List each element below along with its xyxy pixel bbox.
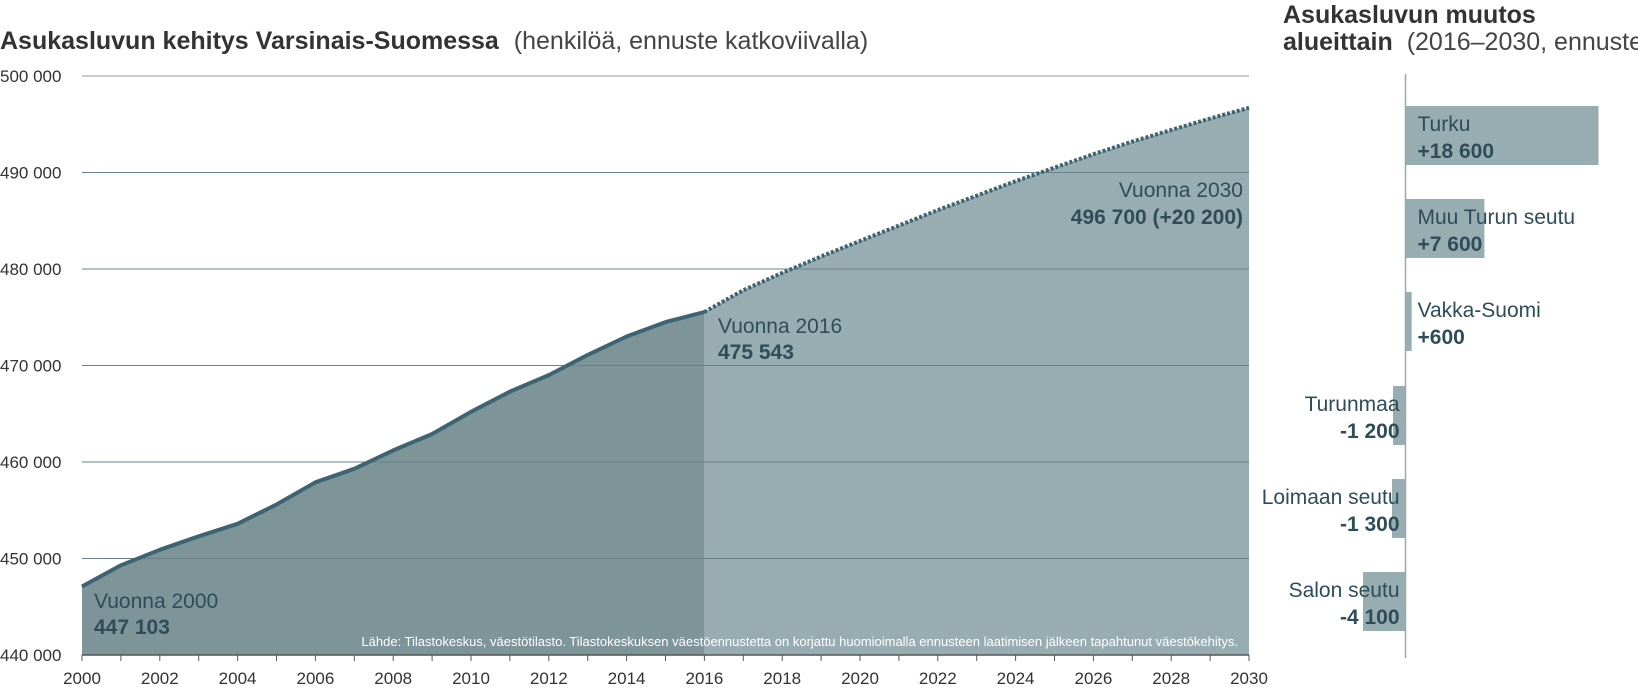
bar-value-label: +600 bbox=[1418, 326, 1465, 349]
series-lines bbox=[81, 105, 1250, 589]
x-tick-label: 2022 bbox=[919, 669, 957, 688]
y-tick-label: 450 000 bbox=[0, 550, 61, 569]
bar-category-label: Salon seutu bbox=[1289, 579, 1400, 602]
x-tick-label: 2012 bbox=[530, 669, 568, 688]
x-tick-label: 2010 bbox=[452, 669, 490, 688]
x-tick-label: 2016 bbox=[685, 669, 723, 688]
bar-title-line1: Asukasluvun muutos bbox=[1283, 1, 1536, 29]
bar-value-label: +18 600 bbox=[1418, 140, 1495, 163]
x-axis-ticks: 2000 2002 2004 2006 2008 2010 2012 2014 2016 2018… bbox=[63, 655, 1268, 688]
main-subtitle: (henkilöä, ennuste katkoviivalla) bbox=[514, 27, 868, 55]
x-tick-label: 2030 bbox=[1230, 669, 1268, 688]
y-tick-label: 500 000 bbox=[0, 67, 61, 86]
x-tick-label: 2026 bbox=[1074, 669, 1112, 688]
bar-value-label: -4 100 bbox=[1340, 606, 1400, 629]
bar-title-line2: alueittain bbox=[1283, 28, 1393, 56]
x-tick-label: 2000 bbox=[63, 669, 101, 688]
bar-category-label: Vakka-Suomi bbox=[1418, 299, 1541, 322]
x-tick-label: 2006 bbox=[296, 669, 334, 688]
line-series-dashed bbox=[703, 105, 1250, 314]
y-tick-label: 480 000 bbox=[0, 260, 61, 279]
y-tick-label: 440 000 bbox=[0, 646, 61, 665]
annotation-2000-value: 447 103 bbox=[94, 616, 170, 639]
bar-category-label: Turku bbox=[1418, 113, 1471, 136]
x-tick-label: 2008 bbox=[374, 669, 412, 688]
bar-chart: Turku +18 600 Muu Turun seutu +7 600 Vakka-S… bbox=[1262, 106, 1599, 631]
bar-salon-seutu bbox=[1363, 572, 1406, 631]
y-axis-ticks: 440 000 450 000 460 000 470 000 480 000 490 0… bbox=[0, 67, 61, 665]
bar-turunmaa bbox=[1393, 386, 1406, 445]
bar-value-label: -1 200 bbox=[1340, 420, 1400, 443]
y-tick-label: 490 000 bbox=[0, 164, 61, 183]
y-tick-label: 470 000 bbox=[0, 357, 61, 376]
annotation-2030-label: Vuonna 2030 bbox=[1119, 179, 1243, 202]
bar-subtitle: (2016–2030, ennuste) bbox=[1407, 28, 1638, 56]
bar-loimaan-seutu bbox=[1392, 479, 1406, 538]
bar-muu-turun-seutu bbox=[1405, 199, 1485, 258]
line-series-solid bbox=[81, 310, 705, 589]
x-tick-label: 2024 bbox=[997, 669, 1035, 688]
main-chart-title: Asukasluvun kehitys Varsinais-Suomessa (… bbox=[0, 27, 868, 55]
annotation-2016-label: Vuonna 2016 bbox=[718, 315, 842, 338]
y-tick-label: 460 000 bbox=[0, 453, 61, 472]
area-series-dashed bbox=[704, 107, 1249, 656]
bar-category-label: Muu Turun seutu bbox=[1418, 206, 1576, 229]
x-tick-label: 2028 bbox=[1152, 669, 1190, 688]
bar-category-label: Turunmaa bbox=[1305, 393, 1400, 416]
annotation-2016-value: 475 543 bbox=[718, 341, 794, 364]
annotation-2030-value: 496 700 (+20 200) bbox=[1071, 206, 1243, 229]
x-tick-label: 2014 bbox=[608, 669, 646, 688]
bar-value-label: +7 600 bbox=[1418, 233, 1483, 256]
x-tick-label: 2004 bbox=[219, 669, 257, 688]
bar-category-label: Loimaan seutu bbox=[1262, 486, 1400, 509]
area-series-solid bbox=[82, 312, 705, 655]
annotation-2000-label: Vuonna 2000 bbox=[94, 590, 218, 613]
source-note: Lähde: Tilastokeskus, väestötilasto. Til… bbox=[361, 634, 1238, 649]
bar-vakka-suomi bbox=[1405, 292, 1412, 351]
main-title: Asukasluvun kehitys Varsinais-Suomessa bbox=[0, 27, 500, 55]
x-tick-label: 2018 bbox=[763, 669, 801, 688]
bar-value-label: -1 300 bbox=[1340, 513, 1400, 536]
area-fills bbox=[82, 107, 1249, 656]
bar-title-line2-wrap: alueittain (2016–2030, ennuste) bbox=[1283, 28, 1638, 56]
bar-turku bbox=[1405, 106, 1599, 165]
x-tick-label: 2020 bbox=[841, 669, 879, 688]
x-tick-label: 2002 bbox=[141, 669, 179, 688]
